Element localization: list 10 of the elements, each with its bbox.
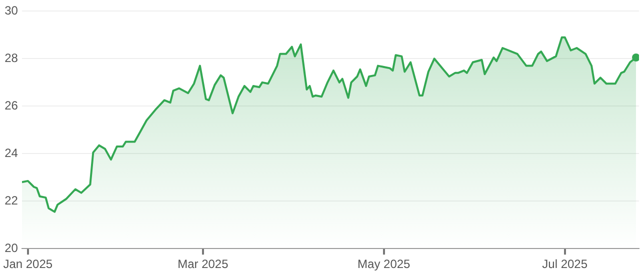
x-tick-label: Mar 2025	[178, 257, 229, 272]
x-tick-label: Jan 2025	[3, 257, 53, 272]
x-tick-label: Jul 2025	[542, 257, 588, 272]
y-tick-label: 26	[4, 98, 18, 112]
y-tick-label: 22	[4, 193, 18, 208]
y-tick-label: 28	[4, 50, 18, 65]
x-tick-label: May 2025	[358, 257, 411, 272]
y-tick-label: 20	[4, 240, 18, 255]
y-tick-label: 24	[4, 146, 18, 160]
y-tick-label: 30	[4, 4, 18, 18]
